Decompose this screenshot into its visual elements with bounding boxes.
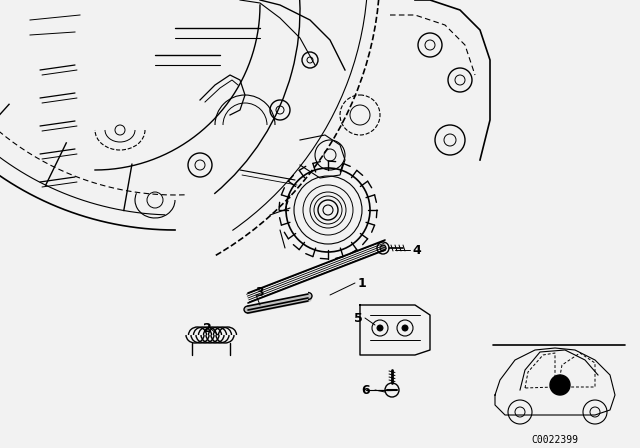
Text: 5: 5 [355, 311, 363, 324]
Circle shape [402, 325, 408, 331]
Text: 3: 3 [256, 285, 264, 298]
Circle shape [550, 375, 570, 395]
Text: C0022399: C0022399 [531, 435, 579, 445]
Circle shape [377, 325, 383, 331]
Text: 6: 6 [362, 383, 370, 396]
Circle shape [380, 245, 386, 251]
Text: 4: 4 [412, 244, 420, 257]
Text: 1: 1 [358, 276, 367, 289]
Text: 2: 2 [203, 322, 211, 335]
